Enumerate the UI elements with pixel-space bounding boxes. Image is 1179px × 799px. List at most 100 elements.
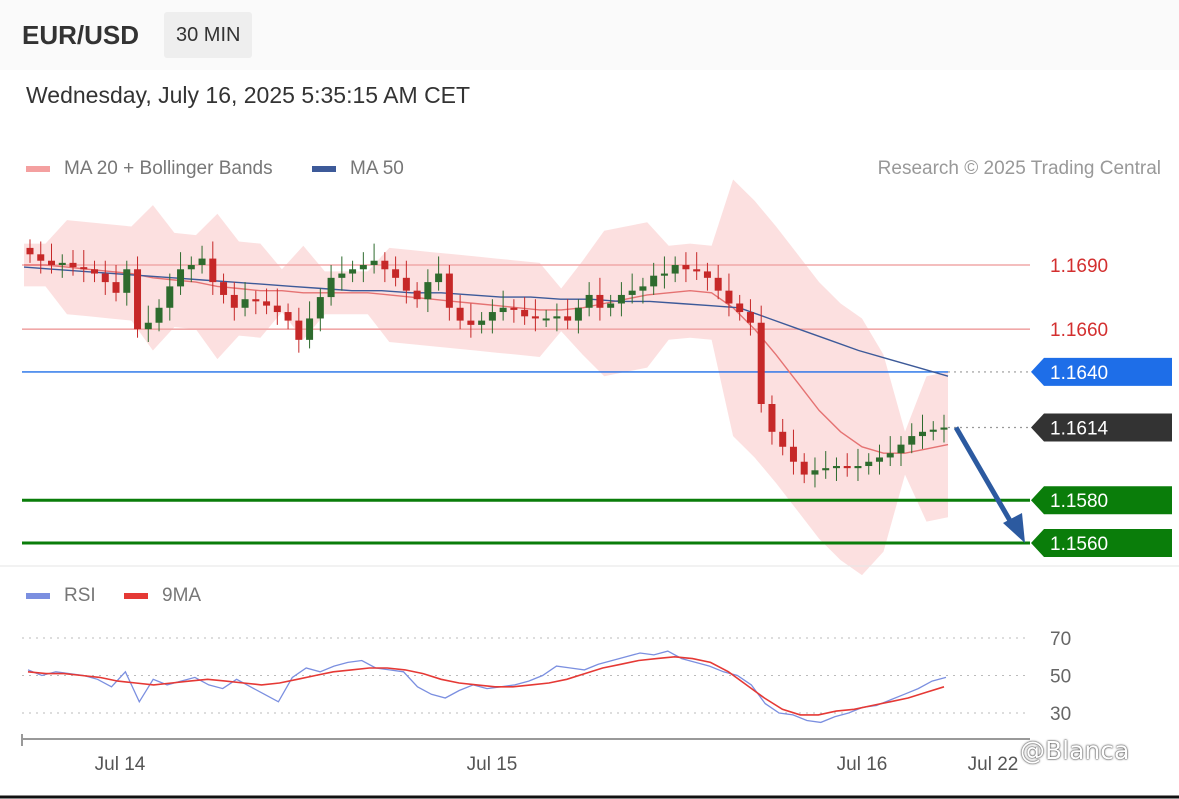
candle-body: [402, 277, 410, 291]
candle-body: [198, 258, 206, 265]
candle-body: [177, 269, 185, 287]
candle-body: [553, 316, 561, 319]
candle-body: [230, 294, 238, 308]
candle-body: [671, 265, 679, 274]
candle-body: [639, 286, 647, 291]
legend-9ma: 9MA: [124, 585, 201, 607]
credit-text: Research © 2025 Trading Central: [877, 158, 1161, 179]
candle-body: [607, 303, 615, 308]
candle-body: [69, 262, 77, 268]
candle-body: [91, 269, 99, 274]
timeframe-badge[interactable]: 30 MIN: [164, 12, 253, 58]
candle-body: [531, 316, 539, 319]
candle-body: [650, 275, 658, 287]
level-label-3: 1.1614: [1050, 419, 1109, 440]
candle-body: [392, 269, 400, 278]
candle-body: [843, 466, 851, 469]
candle-body: [252, 299, 260, 302]
candle-body: [510, 307, 518, 310]
candle-body: [542, 318, 550, 321]
candle-body: [596, 294, 604, 308]
level-tag-3: [1031, 413, 1172, 442]
candle-body: [499, 307, 507, 313]
rsi-tick-30: 30: [1050, 704, 1071, 725]
rsi-label: RSI: [64, 585, 96, 606]
rsi-tick-70: 70: [1050, 629, 1071, 650]
candle-body: [886, 453, 894, 458]
candle-body: [768, 404, 776, 432]
candle-body: [725, 290, 733, 304]
candle-body: [101, 273, 109, 283]
candle-body: [338, 273, 346, 278]
candle-body: [746, 312, 754, 323]
ma50-label: MA 50: [350, 158, 404, 179]
candle-body: [370, 260, 378, 265]
candle-body: [456, 307, 464, 321]
candle-body: [467, 320, 475, 325]
ma20-swatch: [26, 166, 50, 172]
candle-body: [424, 282, 432, 300]
candle-body: [209, 258, 217, 283]
candle-body: [220, 282, 228, 295]
level-tag-5: [1031, 529, 1172, 557]
candle-body: [488, 312, 496, 321]
candle-body: [875, 457, 883, 462]
candle-body: [736, 303, 744, 313]
timestamp: Wednesday, July 16, 2025 5:35:15 AM CET: [26, 82, 471, 108]
legend-ma50: MA 50: [312, 158, 404, 180]
candle-body: [316, 297, 324, 319]
candle-body: [37, 254, 45, 261]
candle-body: [693, 269, 701, 272]
level-label-2: 1.1640: [1050, 363, 1108, 384]
candle-body: [811, 470, 819, 475]
candle-body: [166, 286, 174, 308]
candle-body: [918, 431, 926, 437]
candle-body: [682, 265, 690, 270]
candle-body: [779, 431, 787, 447]
candle-body: [940, 427, 948, 430]
candle-body: [435, 273, 443, 283]
candle-body: [628, 290, 636, 295]
candle-body: [349, 269, 357, 274]
candle-body: [48, 260, 56, 265]
x-tick-label: Jul 14: [95, 754, 146, 775]
candle-body: [187, 265, 195, 270]
level-tag-2: [1031, 357, 1172, 386]
candle-body: [897, 444, 905, 454]
candle-body: [306, 318, 314, 340]
candle-body: [617, 294, 625, 304]
candle-body: [865, 461, 873, 467]
watermark: @Blanca: [1020, 736, 1130, 765]
candle-body: [660, 273, 668, 276]
level-tag-4: [1031, 486, 1172, 515]
ma9-label: 9MA: [162, 585, 202, 606]
candle-body: [703, 271, 711, 278]
level-label-5: 1.1560: [1050, 534, 1108, 555]
candle-body: [757, 322, 765, 404]
rsi-ma-line: [27, 655, 945, 716]
candle-body: [273, 305, 281, 313]
candle-body: [564, 316, 572, 321]
candle-body: [908, 436, 916, 445]
candle-body: [123, 269, 131, 293]
candle-body: [800, 461, 808, 475]
candle-body: [359, 265, 367, 270]
candle-body: [521, 309, 529, 317]
candle-body: [822, 468, 830, 471]
level-label-1: 1.1660: [1050, 320, 1108, 341]
candle-body: [413, 290, 421, 300]
x-tick-label: Jul 16: [837, 754, 888, 775]
ma20-label: MA 20 + Bollinger Bands: [64, 158, 273, 179]
candle-body: [929, 429, 937, 432]
forecast-arrow-head: [1003, 513, 1025, 543]
candle-body: [585, 294, 593, 308]
x-tick-label: Jul 22: [968, 754, 1019, 775]
candle-body: [144, 322, 152, 330]
candle-body: [574, 307, 582, 321]
candle-body: [284, 312, 292, 321]
candle-body: [445, 273, 453, 308]
legend-ma20: MA 20 + Bollinger Bands: [26, 158, 273, 180]
candle-body: [80, 267, 88, 270]
candle-body: [134, 269, 142, 330]
